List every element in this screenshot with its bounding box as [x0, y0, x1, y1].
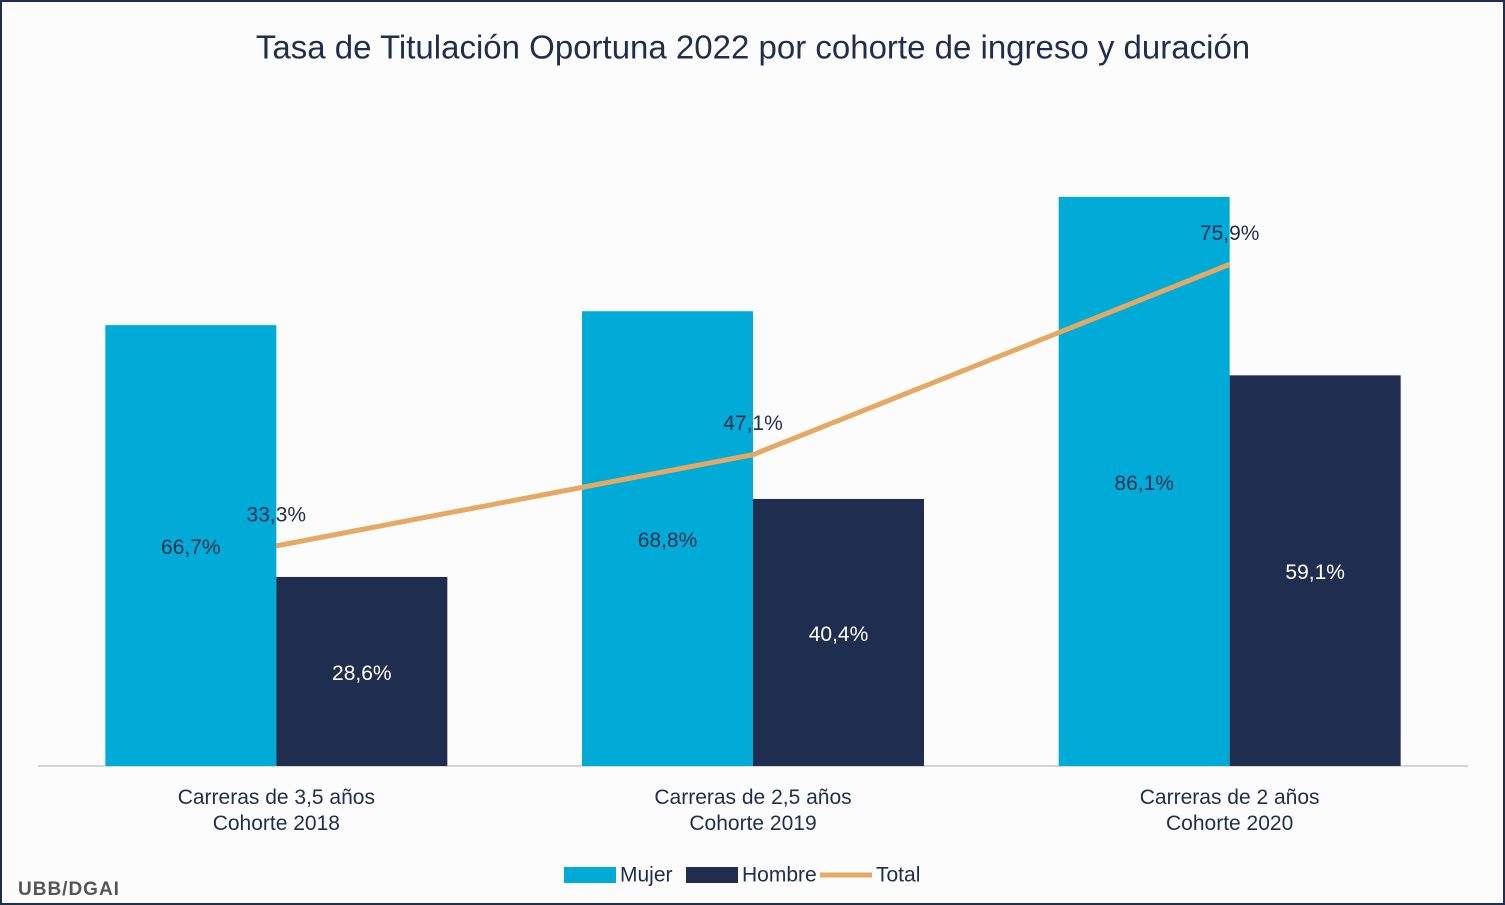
data-label: 40,4% [809, 623, 869, 646]
data-label: 86,1% [1114, 472, 1174, 495]
legend-label: Hombre [742, 864, 817, 887]
data-label: 75,9% [1200, 222, 1260, 245]
data-label: 28,6% [332, 662, 392, 685]
legend-swatch [564, 867, 616, 883]
legend-label: Total [876, 864, 920, 887]
x-tick-label: Carreras de 3,5 años Cohorte 2018 [126, 785, 426, 837]
x-tick-label: Carreras de 2,5 años Cohorte 2019 [603, 785, 903, 837]
legend-swatch [686, 867, 738, 883]
data-label: 47,1% [723, 412, 783, 435]
page: Tasa de Titulación Oportuna 2022 por coh… [0, 0, 1505, 905]
data-label: 33,3% [247, 503, 307, 526]
data-label: 59,1% [1285, 561, 1345, 584]
chart: Tasa de Titulación Oportuna 2022 por coh… [0, 0, 1505, 905]
source: UBB/DGAI [18, 879, 120, 900]
legend-label: Mujer [620, 864, 673, 887]
data-label: 68,8% [638, 529, 698, 552]
chart-title: Tasa de Titulación Oportuna 2022 por coh… [256, 29, 1250, 66]
data-label: 66,7% [161, 536, 221, 559]
x-tick-label: Carreras de 2 años Cohorte 2020 [1080, 785, 1380, 837]
